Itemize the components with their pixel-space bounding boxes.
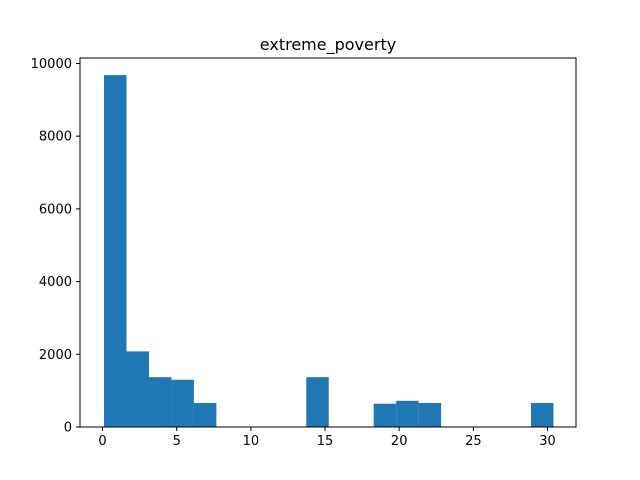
chart-title: extreme_poverty	[260, 35, 396, 55]
histogram-bar	[396, 400, 419, 427]
histogram-bar	[530, 403, 554, 427]
x-tick-label: 20	[391, 434, 408, 449]
x-tick-label: 10	[243, 434, 260, 449]
histogram-bar	[104, 75, 127, 427]
y-tick-label: 8000	[39, 130, 72, 145]
y-tick-label: 4000	[39, 275, 72, 290]
histogram-bar	[193, 403, 217, 427]
histogram-bar	[306, 377, 329, 427]
x-tick-label: 25	[465, 434, 482, 449]
plot-frame	[79, 57, 577, 428]
histogram-bar	[148, 377, 172, 427]
x-tick-label: 0	[98, 434, 106, 449]
histogram-bar	[171, 379, 194, 427]
bars-group	[104, 75, 554, 427]
x-tick-label: 15	[317, 434, 334, 449]
x-tick-label: 30	[539, 434, 556, 449]
axes-group: 0 5 10 15 20 25 30 0 2000 4000 6000 8000 10000	[31, 57, 577, 449]
x-tick-label: 5	[173, 434, 181, 449]
y-tick-label: 0	[64, 421, 72, 436]
histogram-bar	[126, 351, 149, 427]
y-tick-label: 10000	[31, 57, 72, 72]
histogram-bar	[418, 403, 442, 427]
histogram-bar	[373, 403, 397, 427]
y-tick-label: 2000	[39, 348, 72, 363]
y-tick-label: 6000	[39, 202, 72, 217]
